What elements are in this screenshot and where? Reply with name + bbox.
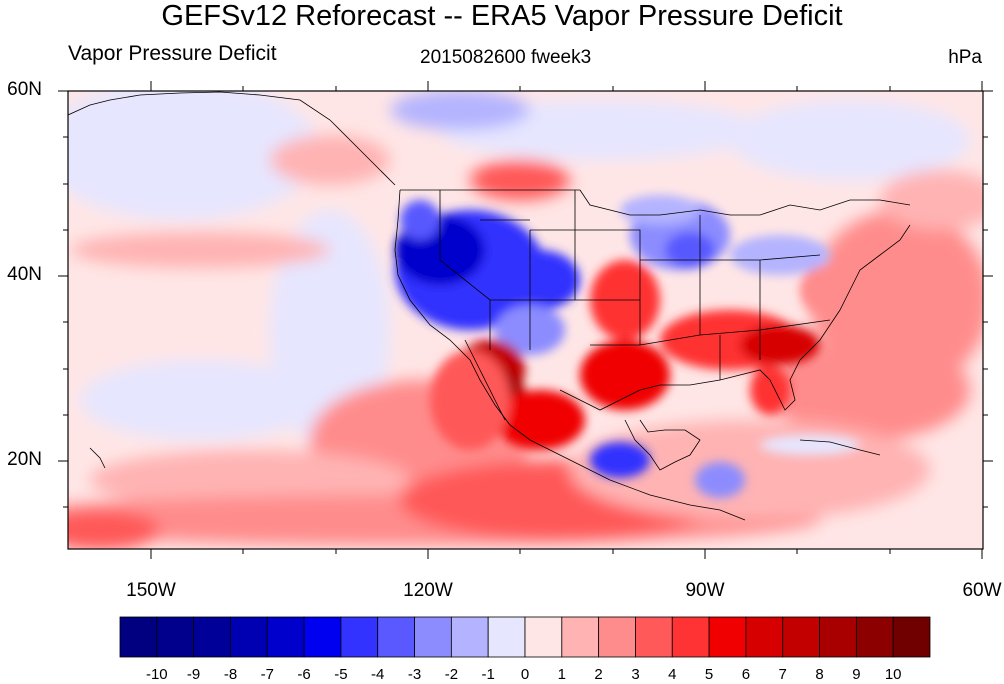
lat-label-40n: 40N xyxy=(7,264,42,285)
coastlines xyxy=(68,91,911,521)
colorbar-box xyxy=(266,616,305,658)
colorbar-tick-label: 6 xyxy=(741,666,751,683)
colorbar-tick-label: 5 xyxy=(704,666,714,683)
colorbar xyxy=(119,616,931,658)
colorbar-tick-label: -9 xyxy=(186,666,201,683)
colorbar-box xyxy=(819,616,857,658)
lon-label-90w: 90W xyxy=(685,580,725,601)
colorbar-tick-label: -2 xyxy=(444,666,459,683)
variable-name: Vapor Pressure Deficit xyxy=(68,42,277,65)
colorbar-tick-label: -6 xyxy=(297,666,311,683)
colorbar-box xyxy=(414,616,452,658)
colorbar-tick-label: -5 xyxy=(334,666,348,683)
vpd-field xyxy=(68,91,983,549)
colorbar-box xyxy=(745,616,784,658)
colorbar-tick-label: -8 xyxy=(223,666,238,683)
colorbar-box xyxy=(892,616,931,658)
colorbar-box xyxy=(671,616,710,658)
colorbar-tick-label: 10 xyxy=(884,666,902,683)
colorbar-box xyxy=(598,616,636,658)
colorbar-tick-label: -10 xyxy=(145,666,168,683)
colorbar-box xyxy=(193,616,231,658)
colorbar-box xyxy=(119,616,158,658)
colorbar-tick-label: 0 xyxy=(520,666,530,683)
map-frame xyxy=(67,90,984,550)
colorbar-box xyxy=(303,616,342,658)
lon-label-150w: 150W xyxy=(126,580,176,601)
colorbar-box xyxy=(855,616,894,658)
colorbar-box xyxy=(340,616,379,658)
colorbar-box xyxy=(377,616,415,658)
colorbar-tick-label: 2 xyxy=(594,666,603,683)
colorbar-box xyxy=(561,616,600,658)
colorbar-tick-label: 9 xyxy=(852,666,861,683)
forecast-date: 2015082600 fweek3 xyxy=(420,47,592,68)
lon-label-60w: 60W xyxy=(962,580,1002,601)
units-label: hPa xyxy=(948,47,982,68)
colorbar-tick-label: 7 xyxy=(778,666,787,683)
colorbar-box xyxy=(524,616,563,658)
colorbar-box xyxy=(635,616,673,658)
colorbar-box xyxy=(156,616,195,658)
colorbar-tick-label: -1 xyxy=(481,666,495,683)
colorbar-tick-label: -4 xyxy=(371,666,385,683)
colorbar-box xyxy=(708,616,747,658)
lon-label-120w: 120W xyxy=(403,580,453,601)
colorbar-box xyxy=(230,616,268,658)
axis-ticks xyxy=(58,81,993,559)
colorbar-box xyxy=(450,616,489,658)
lat-label-60n: 60N xyxy=(7,79,42,100)
colorbar-box xyxy=(782,616,820,658)
colorbar-tick-label: -3 xyxy=(407,666,422,683)
colorbar-tick-label: 8 xyxy=(815,666,824,683)
colorbar-tick-label: -7 xyxy=(260,666,274,683)
colorbar-tick-label: 1 xyxy=(557,666,566,683)
colorbar-box xyxy=(487,616,526,658)
colorbar-tick-label: 4 xyxy=(668,666,677,683)
map-title: GEFSv12 Reforecast -- ERA5 Vapor Pressur… xyxy=(161,0,843,32)
lat-label-20n: 20N xyxy=(7,449,42,470)
colorbar-tick-label: 3 xyxy=(631,666,640,683)
